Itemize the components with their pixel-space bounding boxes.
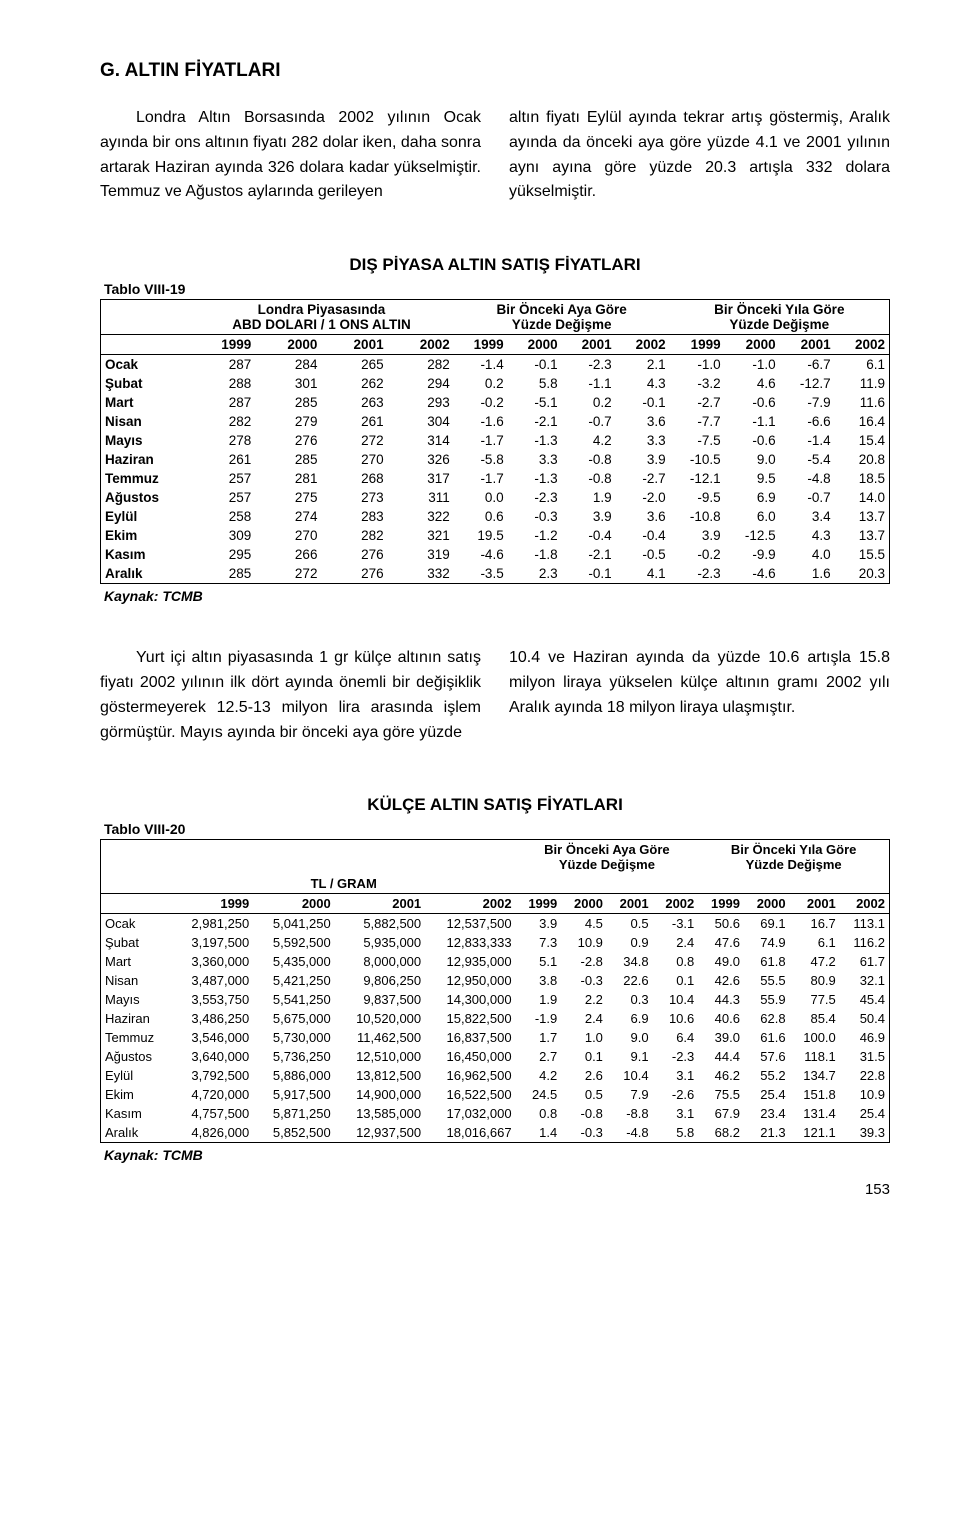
table1: Londra PiyasasındaABD DOLARI / 1 ONS ALT…: [100, 299, 890, 584]
table2-source: Kaynak: TCMB: [104, 1147, 890, 1163]
table-row: Mayıs3,553,7505,541,2509,837,50014,300,0…: [101, 990, 890, 1009]
t1-year-row: 1999200020012002 1999200020012002 199920…: [101, 335, 890, 355]
table-row: Nisan282279261304-1.6-2.1-0.73.6-7.7-1.1…: [101, 412, 890, 431]
table-row: Mayıs278276272314-1.7-1.34.23.3-7.5-0.6-…: [101, 431, 890, 450]
table-row: Mart287285263293-0.2-5.10.2-0.1-2.7-0.6-…: [101, 393, 890, 412]
table2-label: Tablo VIII-20: [104, 821, 890, 837]
t2-gh-2: Bir Önceki Yıla GöreYüzde Değişme: [698, 840, 889, 875]
table-row: Ekim30927028232119.5-1.2-0.4-0.43.9-12.5…: [101, 526, 890, 545]
t1-gh-1: Bir Önceki Aya GöreYüzde Değişme: [454, 300, 670, 335]
table-row: Kasım295266276319-4.6-1.8-2.1-0.5-0.2-9.…: [101, 545, 890, 564]
table-row: Eylül2582742833220.6-0.33.93.6-10.86.03.…: [101, 507, 890, 526]
paragraph-block-2: Yurt içi altın piyasasında 1 gr külçe al…: [100, 646, 890, 745]
table-row: Ağustos2572752733110.0-2.31.9-2.0-9.56.9…: [101, 488, 890, 507]
table-row: Temmuz3,546,0005,730,00011,462,50016,837…: [101, 1028, 890, 1047]
table-row: Aralık285272276332-3.52.3-0.14.1-2.3-4.6…: [101, 564, 890, 584]
table1-source: Kaynak: TCMB: [104, 588, 890, 604]
table1-label: Tablo VIII-19: [104, 281, 890, 297]
table-row: Kasım4,757,5005,871,25013,585,00017,032,…: [101, 1104, 890, 1123]
t1-gh-0: Londra PiyasasındaABD DOLARI / 1 ONS ALT…: [189, 300, 454, 335]
table-row: Şubat2883012622940.25.8-1.14.3-3.24.6-12…: [101, 374, 890, 393]
paragraph-block-1: Londra Altın Borsasında 2002 yılının Oca…: [100, 106, 890, 205]
t2-gh-1: Bir Önceki Aya GöreYüzde Değişme: [516, 840, 699, 875]
table2: Bir Önceki Aya GöreYüzde Değişme Bir Önc…: [100, 839, 890, 1143]
table-row: Şubat3,197,5005,592,5005,935,00012,833,3…: [101, 933, 890, 952]
para1-right: altın fiyatı Eylül ayında tekrar artış g…: [509, 106, 890, 205]
table-row: Aralık4,826,0005,852,50012,937,50018,016…: [101, 1123, 890, 1143]
table-row: Ocak2,981,2505,041,2505,882,50012,537,50…: [101, 914, 890, 934]
table2-title: KÜLÇE ALTIN SATIŞ FİYATLARI: [100, 795, 890, 815]
table-row: Ocak287284265282-1.4-0.1-2.32.1-1.0-1.0-…: [101, 355, 890, 375]
para2-left: Yurt içi altın piyasasında 1 gr külçe al…: [100, 646, 481, 745]
table-row: Nisan3,487,0005,421,2509,806,25012,950,0…: [101, 971, 890, 990]
page-number: 153: [100, 1181, 890, 1198]
table-row: Mart3,360,0005,435,0008,000,00012,935,00…: [101, 952, 890, 971]
table-row: Haziran3,486,2505,675,00010,520,00015,82…: [101, 1009, 890, 1028]
table-row: Temmuz257281268317-1.7-1.3-0.8-2.7-12.19…: [101, 469, 890, 488]
table-row: Eylül3,792,5005,886,00013,812,50016,962,…: [101, 1066, 890, 1085]
table-row: Haziran261285270326-5.83.3-0.83.9-10.59.…: [101, 450, 890, 469]
para2-right: 10.4 ve Haziran ayında da yüzde 10.6 art…: [509, 646, 890, 720]
t1-gh-2: Bir Önceki Yıla GöreYüzde Değişme: [670, 300, 890, 335]
table-row: Ekim4,720,0005,917,50014,900,00016,522,5…: [101, 1085, 890, 1104]
table1-title: DIŞ PİYASA ALTIN SATIŞ FİYATLARI: [100, 255, 890, 275]
t2-gh-0: TL / GRAM: [172, 874, 516, 894]
t2-year-row: 1999200020012002 1999200020012002 199920…: [101, 894, 890, 914]
para1-left: Londra Altın Borsasında 2002 yılının Oca…: [100, 106, 481, 205]
table-row: Ağustos3,640,0005,736,25012,510,00016,45…: [101, 1047, 890, 1066]
section-heading: G. ALTIN FİYATLARI: [100, 60, 890, 82]
